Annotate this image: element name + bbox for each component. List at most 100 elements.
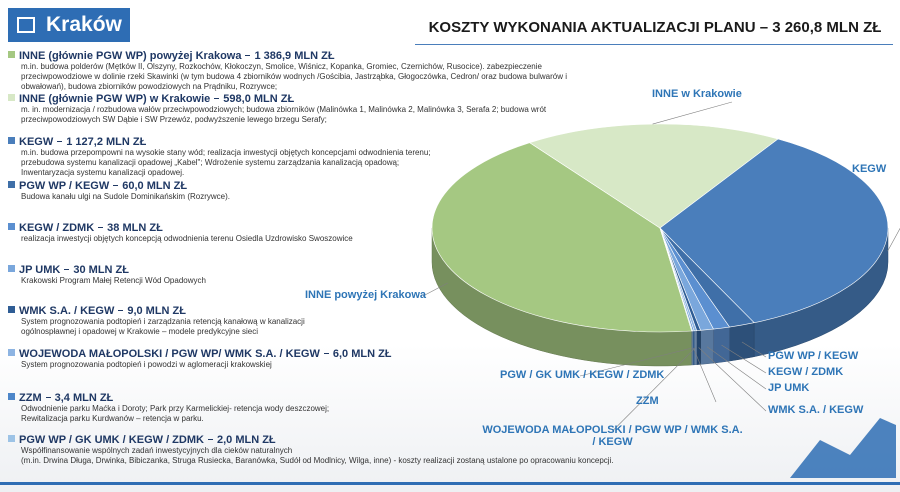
- leader-line: [652, 101, 733, 125]
- slice: [659, 138, 889, 324]
- legend-swatch: [8, 265, 15, 272]
- legend-swatch: [8, 181, 15, 188]
- legend-name: PGW WP / KEGW: [19, 180, 110, 192]
- legend-item: WOJEWODA MAŁOPOLSKI / PGW WP/ WMK S.A. /…: [8, 348, 608, 370]
- legend-name: JP UMK: [19, 264, 61, 276]
- legend-item: PGW WP / GK UMK / KEGW / ZDMK 2,0 MLN ZŁ W…: [8, 434, 614, 466]
- legend-name: KEGW / ZDMK: [19, 222, 95, 234]
- legend-swatch: [8, 223, 15, 230]
- slice-label: INNE w Krakowie: [652, 88, 742, 100]
- legend-value: 30 MLN ZŁ: [73, 264, 129, 276]
- legend-swatch: [8, 94, 15, 101]
- logo-text: Kraków: [46, 13, 122, 36]
- legend-item: WMK S.A. / KEGW 9,0 MLN ZŁ System prognozo…: [8, 305, 608, 337]
- slice-label: JP UMK: [768, 382, 810, 394]
- legend-swatch: [8, 306, 15, 313]
- legend-item: INNE (głównie PGW WP) powyżej Krakowa 1 3…: [8, 50, 608, 92]
- legend-dash: [214, 98, 220, 99]
- legend-description: Odwodnienie parku Maćka i Doroty; Park p…: [21, 404, 330, 413]
- legend-description: Inwentaryzacja systemu kanalizacji opado…: [21, 168, 185, 177]
- leaders: [422, 101, 900, 432]
- leader-line: [741, 341, 767, 358]
- legend-description: Współfinansowanie wspólnych zadań inwest…: [21, 446, 293, 455]
- legend-description: obwałowań), budowa zbiorników powodziowy…: [21, 82, 278, 91]
- legend-dash: [113, 185, 119, 186]
- legend-description: System prognozowania podtopień i zarządz…: [21, 317, 305, 326]
- bottom-rule: [0, 482, 900, 485]
- legend-value: 3,4 MLN ZŁ: [54, 392, 114, 404]
- legend-name: WOJEWODA MAŁOPOLSKI / PGW WP/ WMK S.A. /…: [19, 348, 320, 360]
- slice: [528, 123, 779, 229]
- legend-item: INNE (głównie PGW WP) w Krakowie 598,0 ML…: [8, 93, 608, 125]
- slice-side: [729, 322, 755, 362]
- legend-description: realizacja inwestycji objętych koncepcją…: [21, 234, 353, 243]
- legend-swatch: [8, 435, 15, 442]
- legend-value: 2,0 MLN ZŁ: [216, 434, 276, 446]
- legend-description: Budowa kanału ulgi na Sudole Dominikańsk…: [21, 192, 230, 201]
- legend-dash: [207, 439, 213, 440]
- slice-label: PGW / GK UMK / KEGW / ZDMK: [500, 369, 665, 381]
- legend-swatch: [8, 137, 15, 144]
- legend-heading: INNE (głównie PGW WP) powyżej Krakowa 1 3…: [8, 50, 608, 62]
- legend-name: WMK S.A. / KEGW: [19, 305, 115, 317]
- legend-item: ZZM 3,4 MLN ZŁ Odwodnienie parku Maćka i D…: [8, 392, 608, 424]
- legend-heading: WMK S.A. / KEGW 9,0 MLN ZŁ: [8, 305, 608, 317]
- legend-dash: [57, 141, 63, 142]
- legend-description: przeciwpowodziowe w dolinie rzeki Skawin…: [21, 72, 568, 81]
- leader-line: [579, 347, 693, 377]
- legend-item: JP UMK 30 MLN ZŁ Krakowski Program Małej R…: [8, 264, 608, 286]
- slice-label: PGW WP / KEGW: [768, 350, 859, 362]
- title-rule: [415, 44, 893, 45]
- slice-side: [700, 328, 714, 365]
- legend-heading: JP UMK 30 MLN ZŁ: [8, 264, 608, 276]
- legend-dash: [45, 397, 51, 398]
- legend-item: PGW WP / KEGW 60,0 MLN ZŁ Budowa kanału ul…: [8, 180, 608, 202]
- legend-dash: [98, 227, 104, 228]
- legend-value: 598,0 MLN ZŁ: [223, 93, 295, 105]
- legend-heading: PGW WP / GK UMK / KEGW / ZDMK 2,0 MLN ZŁ: [8, 434, 608, 446]
- legend-dash: [245, 55, 251, 56]
- legend-value: 9,0 MLN ZŁ: [127, 305, 186, 317]
- leader-line: [887, 227, 900, 252]
- legend-item: KEGW / ZDMK 38 MLN ZŁ realizacja inwestycj…: [8, 222, 608, 244]
- leader-line: [698, 347, 767, 412]
- slice-label: ZZM: [636, 395, 659, 407]
- legend-swatch: [8, 349, 15, 356]
- slice-label: KEGW: [852, 163, 887, 175]
- slice-label: WMK S.A. / KEGW: [768, 404, 864, 416]
- legend-value: 1 127,2 MLN ZŁ: [66, 136, 147, 148]
- legend-dash: [323, 353, 329, 354]
- leader-line: [721, 344, 767, 374]
- slice-label: KEGW / ZDMK: [768, 366, 844, 378]
- slice-label: WOJEWODA MAŁOPOLSKI / PGW WP / WMK S.A. …: [482, 424, 743, 448]
- pie-sides: [431, 227, 889, 367]
- legend-description: przebudowa systemu kanalizacji opadowej …: [21, 158, 400, 167]
- chart-title: KOSZTY WYKONANIA AKTUALIZACJI PLANU – 3 …: [428, 19, 882, 36]
- leader-line: [422, 282, 448, 297]
- legend-name: ZZM: [19, 392, 42, 404]
- legend-swatch: [8, 393, 15, 400]
- legend-value: 6,0 MLN ZŁ: [332, 348, 392, 360]
- legend-dash: [64, 269, 70, 270]
- legend-name: PGW WP / GK UMK / KEGW / ZDMK: [19, 434, 204, 446]
- legend-description: (m.in. Drwina Długa, Drwinka, Bibiczanka…: [21, 456, 614, 465]
- slice: [431, 142, 693, 333]
- legend-description: m. in. modernizacja / rozbudowa wałów pr…: [21, 105, 547, 114]
- leader-line: [706, 346, 767, 390]
- leader-line: [693, 347, 717, 403]
- legend-dash: [118, 310, 124, 311]
- legend-description: System prognozowania podtopień i powodzi…: [21, 360, 272, 369]
- legend-description: przeciwpowodziowych SW Dąbie i SW Przewó…: [21, 115, 327, 124]
- legend-name: INNE (głównie PGW WP) powyżej Krakowa: [19, 50, 242, 62]
- legend-heading: KEGW 1 127,2 MLN ZŁ: [8, 136, 608, 148]
- slice-label: INNE powyżej Krakowa: [305, 289, 427, 301]
- legend-heading: ZZM 3,4 MLN ZŁ: [8, 392, 608, 404]
- legend-value: 38 MLN ZŁ: [107, 222, 163, 234]
- legend-heading: PGW WP / KEGW 60,0 MLN ZŁ: [8, 180, 608, 192]
- legend-heading: KEGW / ZDMK 38 MLN ZŁ: [8, 222, 608, 234]
- legend-description: Krakowski Program Małej Retencji Wód Opa…: [21, 276, 206, 285]
- legend-description: m.in. budowa polderów (Mętków II, Olszyn…: [21, 62, 542, 71]
- leader-line: [612, 347, 696, 432]
- legend-heading: WOJEWODA MAŁOPOLSKI / PGW WP/ WMK S.A. /…: [8, 348, 608, 360]
